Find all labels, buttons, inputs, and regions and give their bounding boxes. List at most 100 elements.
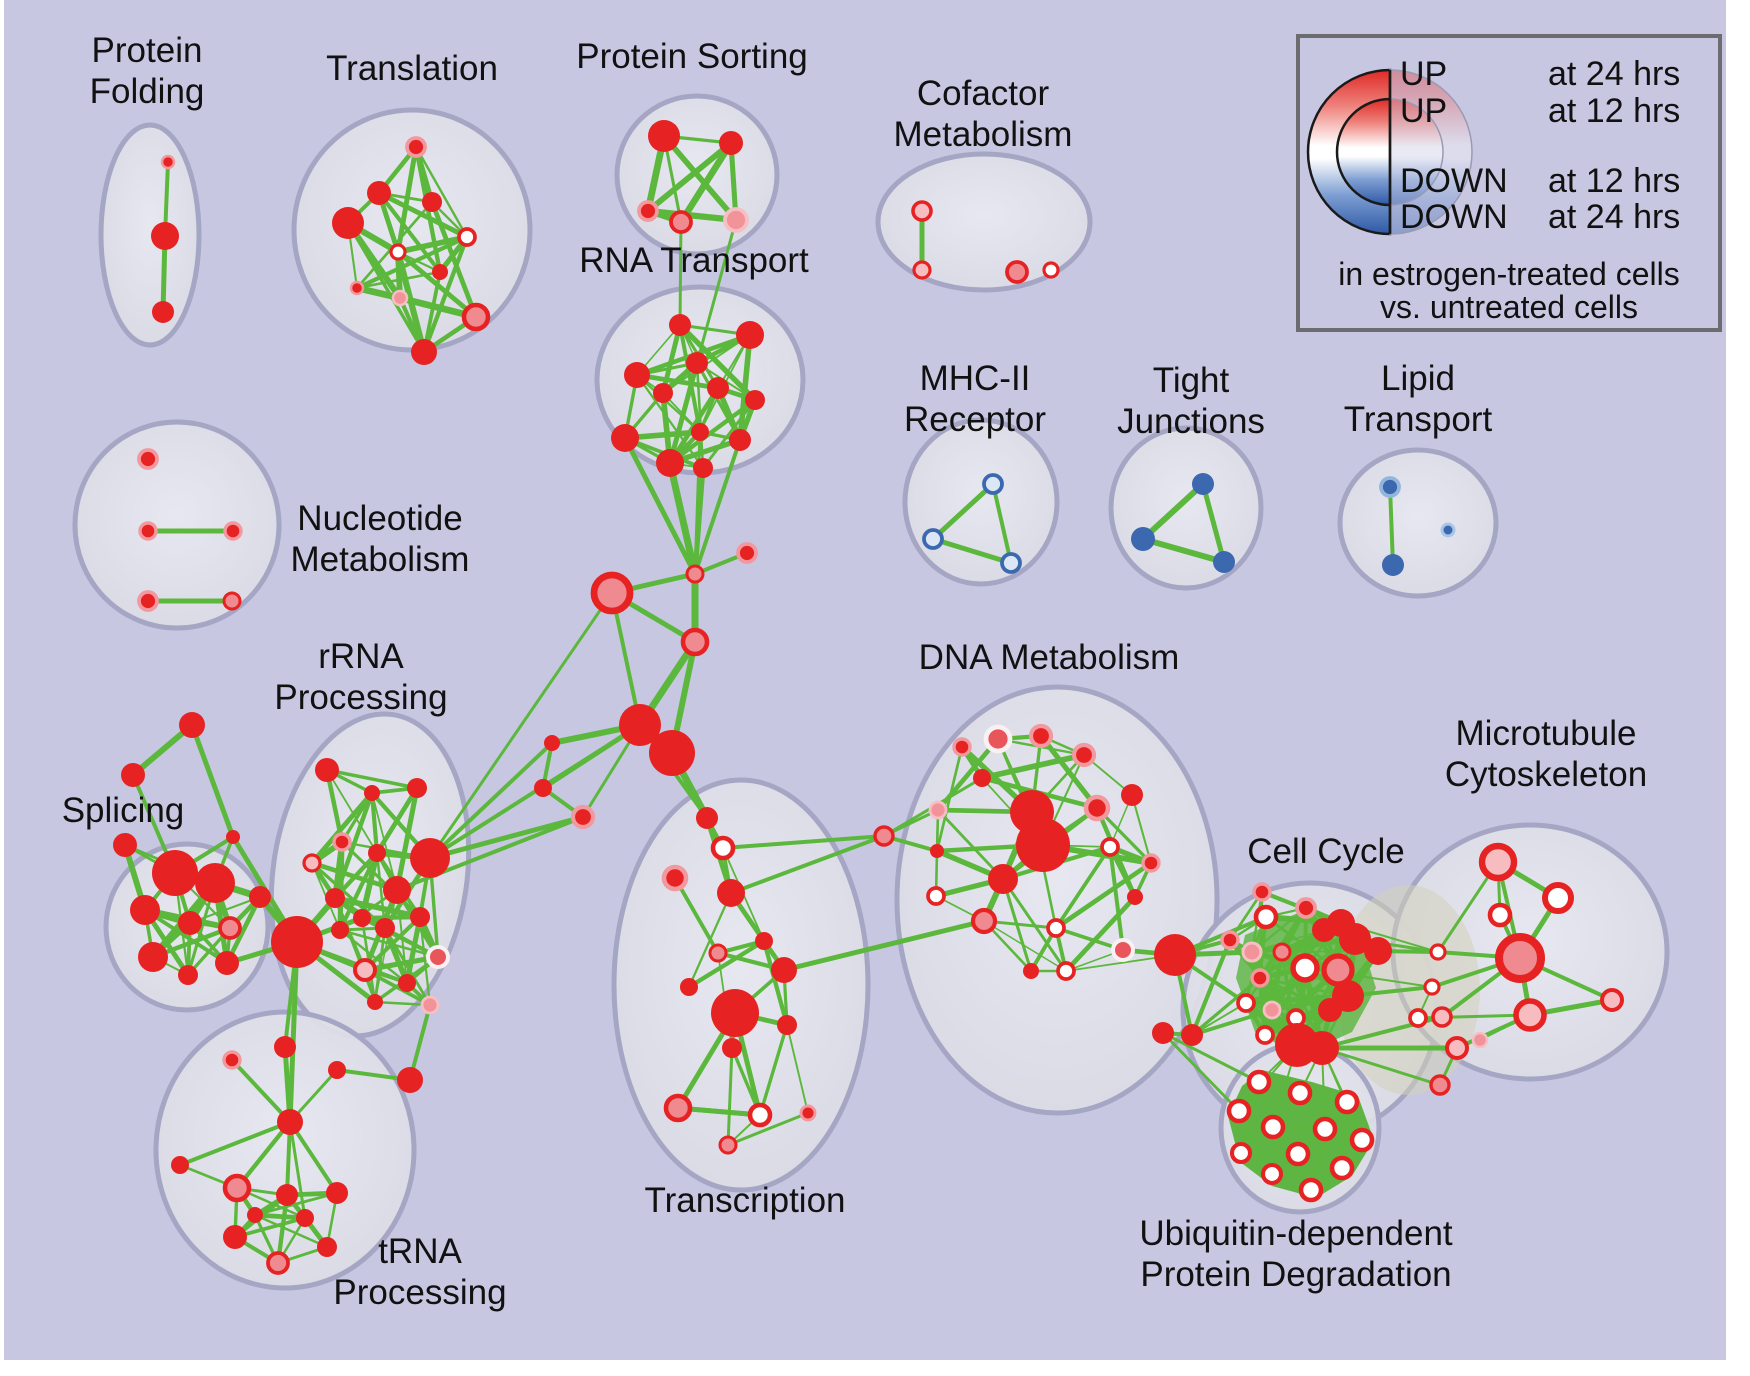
node-tight-junctions [1131,527,1155,551]
node-ubiquitin-degradation [1246,1069,1272,1095]
edge-trna-processing [253,1213,329,1249]
connector-node [222,1050,242,1070]
edge-rrna-processing [362,954,441,973]
edge-mhc-ii-receptor [930,536,1014,566]
edge-rna-transport [635,373,702,434]
edge-mhc-ii-receptor [930,481,996,542]
node-cell-cycle [1250,968,1270,988]
connector-edge [693,438,742,576]
edge-dna-metabolism [1054,845,1112,930]
cluster-label-ubiquitin-degradation: Protein Degradation [1140,1255,1451,1294]
node-cell-cycle [1220,930,1240,950]
node-dna-metabolism [952,737,972,757]
node-translation [411,339,437,365]
node-rrna-processing [426,945,450,969]
edge-cell-cycle [1258,976,1332,1012]
edge-translation [376,190,443,275]
node-microtubule-cytoskeleton [1487,902,1513,928]
node-translation [332,207,364,239]
connector-edge [610,591,642,727]
node-dna-metabolism [1056,961,1076,981]
node-rna-transport [693,458,713,478]
node-microtubule-cytoskeleton [1429,943,1447,961]
node-microtubule-cytoskeleton [1478,842,1518,882]
cluster-label-rna-transport: RNA Transport [579,241,809,280]
cluster-label-lipid-transport: Lipid [1381,359,1455,398]
edge-trna-processing [233,1216,307,1239]
node-dna-metabolism [928,800,948,820]
node-trna-processing [266,1251,290,1275]
connector-node [1445,1036,1469,1060]
node-translation [367,181,391,205]
edge-protein-sorting [644,207,740,224]
node-ubiquitin-degradation [1287,1080,1313,1106]
node-rrna-processing [325,888,345,908]
edge-translation [355,270,442,290]
connector-edge [1320,1046,1442,1087]
node-cofactor-metabolism [912,260,932,280]
node-rrna-processing [331,921,349,939]
cluster-label-nucleotide-metabolism: Nucleotide [297,499,462,538]
node-rrna-processing [410,907,430,927]
cluster-label-trna-processing: tRNA [378,1232,462,1271]
node-rrna-processing [353,958,377,982]
cluster-label-cell-cycle: Cell Cycle [1247,832,1405,871]
connector-edge [1161,1031,1261,1084]
node-cofactor-metabolism [1042,261,1060,279]
edge-protein-sorting [677,139,735,226]
node-ubiquitin-degradation [1260,1162,1284,1186]
cluster-label-rrna-processing: Processing [274,678,447,717]
node-trna-processing [276,1184,298,1206]
cluster-label-ubiquitin-degradation: Ubiquitin-dependent [1139,1214,1453,1253]
legend-direction-label: UP [1400,92,1447,130]
node-translation [461,302,491,332]
edge-dna-metabolism [1053,860,1154,931]
node-dna-metabolism [1016,818,1070,872]
connector-node [121,763,145,787]
node-dna-metabolism [1023,963,1039,979]
node-rna-transport [669,314,691,336]
node-splicing [138,942,168,972]
node-rrna-processing [367,994,383,1010]
node-protein-folding [151,222,179,250]
legend-layer: UP at 24 hrs UP at 12 hrs DOWN at 12 hrs DOWN a… [1296,34,1722,332]
edge-dna-metabolism [979,752,1087,781]
connector-node [328,1061,346,1079]
edge-cell-cycle [1258,890,1264,980]
connector-node [696,807,718,829]
node-nucleotide-metabolism [223,521,243,541]
edge-translation [376,190,470,240]
edge-dna-metabolism [983,920,1067,972]
node-transcription [708,943,728,963]
connector-edge [695,218,738,365]
node-cell-cycle [1305,1031,1339,1065]
node-microtubule-cytoskeleton [1471,1031,1489,1049]
edge-rna-transport [667,360,700,466]
node-cell-cycle [1255,1025,1275,1045]
node-tight-junctions [1213,551,1235,573]
edge-translation [429,199,479,320]
node-rna-transport [656,449,684,477]
edge-translation [395,234,470,255]
node-ubiquitin-degradation [1229,1141,1253,1165]
edge-splicing [188,895,262,925]
edge-rrna-processing [369,790,380,856]
node-translation [391,289,409,307]
node-ubiquitin-degradation [1312,1116,1338,1142]
node-cell-cycle [1318,998,1342,1022]
cluster-label-protein-sorting: Protein Sorting [576,37,808,76]
edge-lipid-transport [1388,485,1395,567]
edge-transcription [758,1023,789,1117]
node-rrna-processing [364,785,380,801]
edge-dna-metabolism [1063,894,1138,974]
node-microtubule-cytoskeleton [1495,933,1545,983]
node-nucleotide-metabolism [137,448,159,470]
cluster-label-rrna-processing: rRNA [318,637,404,676]
node-dna-metabolism [988,864,1018,894]
edge-mhc-ii-receptor [991,482,1013,565]
node-cell-cycle [1252,882,1272,902]
node-protein-sorting [669,210,693,234]
node-dna-metabolism [926,886,946,906]
node-trna-processing [296,1209,314,1227]
